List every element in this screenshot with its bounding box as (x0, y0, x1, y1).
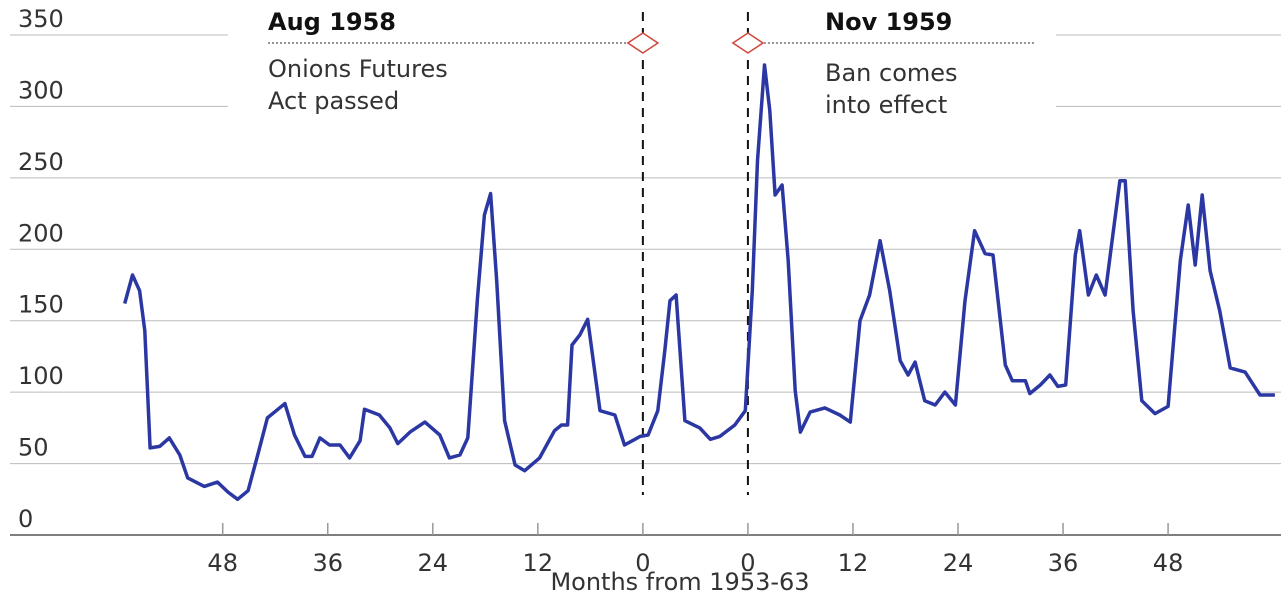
annotation-text: Act passed (268, 87, 399, 115)
x-tick-label: 0 (740, 549, 755, 577)
data-line (123, 63, 1275, 502)
x-tick-label: 48 (1153, 549, 1184, 577)
x-tick-label: 0 (635, 549, 650, 577)
grid: 0 50 100 150 200 250 300 350 48 36 24 12 0 0 12 24 36 48 (10, 5, 1281, 577)
x-axis-label: Months from 1953-63 (550, 568, 809, 596)
x-tick-label: 12 (838, 549, 869, 577)
event-marker (731, 32, 765, 54)
plot (123, 63, 1275, 502)
annotations: Aug 1958 Onions Futures Act passed Nov 1959… (268, 8, 1035, 495)
annotation-text: Ban comes (825, 59, 958, 87)
annotation-text: Onions Futures (268, 55, 448, 83)
y-tick-label: 50 (18, 434, 49, 462)
y-tick-label: 0 (18, 505, 33, 533)
y-tick-label: 200 (18, 219, 64, 247)
y-tick-label: 250 (18, 148, 64, 176)
y-tick-label: 150 (18, 291, 64, 319)
x-tick-label: 48 (207, 549, 238, 577)
y-tick-label: 100 (18, 362, 64, 390)
event-marker (626, 32, 660, 54)
x-tick-label: 36 (312, 549, 343, 577)
y-tick-label: 350 (18, 5, 64, 33)
y-tick-label: 300 (18, 76, 64, 104)
x-tick-label: 24 (943, 549, 974, 577)
x-tick-label: 36 (1048, 549, 1079, 577)
x-tick-label: 24 (418, 549, 449, 577)
x-tick-label: 12 (523, 549, 554, 577)
annotation-title: Aug 1958 (268, 8, 396, 36)
annotation-text: into effect (825, 91, 947, 119)
annotation-title: Nov 1959 (825, 8, 952, 36)
